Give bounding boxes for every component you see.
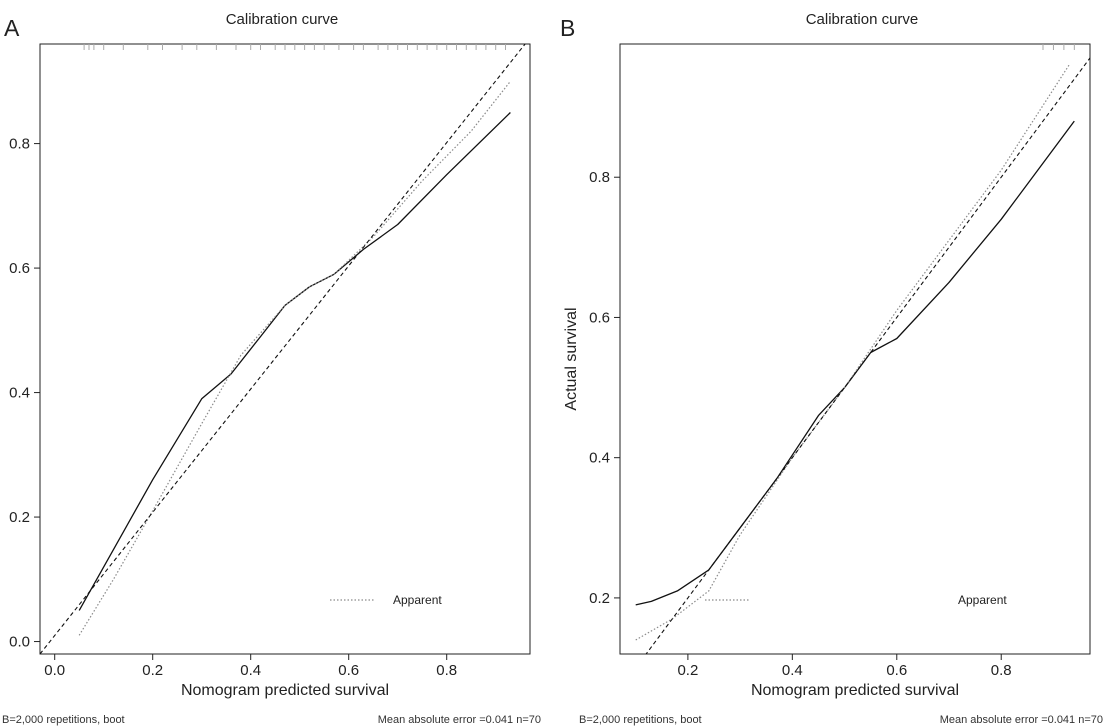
chart-title: Calibration curve bbox=[806, 11, 919, 28]
plot-frame bbox=[619, 43, 1091, 655]
x-axis-label: Nomogram predicted survival bbox=[181, 682, 389, 699]
footer-mae: Mean absolute error =0.041 n=70 bbox=[940, 714, 1103, 726]
y-tick-label: 0.6 bbox=[589, 309, 610, 326]
y-tick-label: 0.0 bbox=[9, 634, 30, 651]
chart-title: Calibration curve bbox=[226, 11, 339, 28]
calibration-panel-b: B Calibration curve 0.2 0.4 0.6 0.8 0.2 0.4 0.6 0… bbox=[560, 11, 1103, 726]
calibration-panel-a: A Calibration curve 0.0 0.2 0.4 0.6 0.8 0.0 0.2 0… bbox=[2, 11, 541, 726]
apparent-line bbox=[78, 80, 511, 636]
x-tick-label: 0.6 bbox=[886, 662, 907, 679]
x-tick-label: 0.4 bbox=[240, 662, 261, 679]
bias-corrected-line bbox=[78, 112, 511, 611]
x-tick-label: 0.2 bbox=[142, 662, 163, 679]
apparent-line bbox=[635, 64, 1070, 641]
x-tick-label: 0.2 bbox=[677, 662, 698, 679]
x-tick-label: 0.8 bbox=[436, 662, 457, 679]
x-tick-label: 0.6 bbox=[338, 662, 359, 679]
panel-letter: A bbox=[4, 15, 20, 41]
ideal-reference-line bbox=[645, 57, 1090, 654]
y-tick-label: 0.4 bbox=[9, 385, 30, 402]
y-tick-label: 0.2 bbox=[9, 509, 30, 526]
y-axis-label: Actual survival bbox=[563, 307, 580, 410]
footer-repetitions: B=2,000 repetitions, boot bbox=[579, 714, 702, 726]
footer-repetitions: B=2,000 repetitions, boot bbox=[2, 714, 125, 726]
y-tick-label: 0.6 bbox=[9, 260, 30, 277]
footer-mae: Mean absolute error =0.041 n=70 bbox=[378, 714, 541, 726]
y-tick-label: 0.8 bbox=[589, 169, 610, 186]
x-tick-label: 0.8 bbox=[991, 662, 1012, 679]
x-tick-label: 0.4 bbox=[782, 662, 803, 679]
panel-letter: B bbox=[560, 15, 575, 41]
ideal-reference-line bbox=[40, 44, 526, 654]
x-axis-label: Nomogram predicted survival bbox=[751, 682, 959, 699]
plot-frame bbox=[39, 43, 531, 655]
y-tick-label: 0.8 bbox=[9, 136, 30, 153]
legend-label-apparent: Apparent bbox=[393, 593, 442, 607]
y-tick-label: 0.2 bbox=[589, 590, 610, 607]
x-tick-label: 0.0 bbox=[44, 662, 65, 679]
y-tick-label: 0.4 bbox=[589, 450, 610, 467]
bias-corrected-line bbox=[635, 120, 1075, 606]
legend-label-apparent: Apparent bbox=[958, 593, 1007, 607]
